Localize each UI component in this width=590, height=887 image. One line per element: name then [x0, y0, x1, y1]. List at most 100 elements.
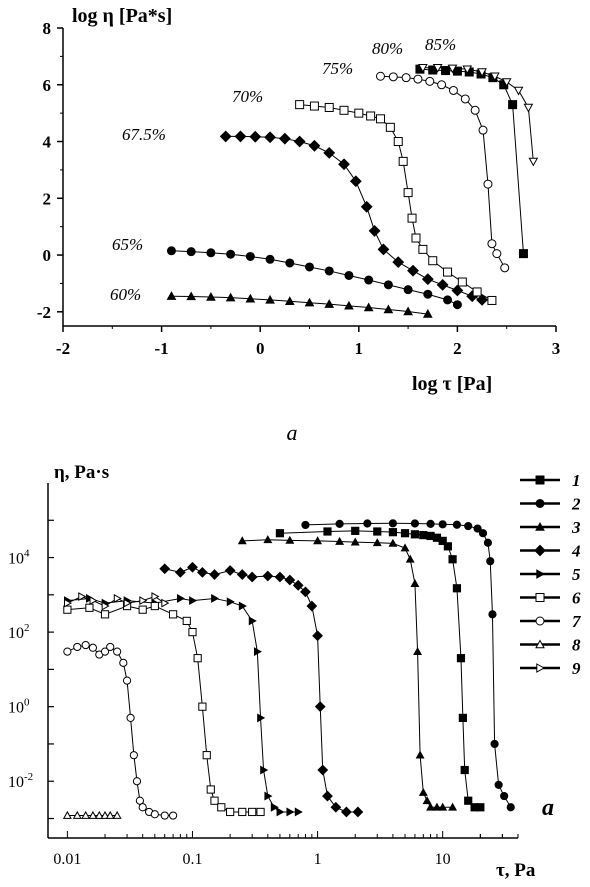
top-series-line — [419, 68, 524, 254]
bottom-data-point — [452, 520, 462, 529]
bottom-data-point — [122, 676, 132, 685]
bottom-series-line — [164, 566, 358, 813]
top-data-point — [245, 251, 255, 261]
top-data-point — [392, 256, 405, 269]
top-data-point — [166, 291, 177, 300]
bottom-data-point — [132, 777, 142, 786]
bottom-data-point — [257, 713, 266, 723]
bottom-data-point — [438, 520, 447, 529]
top-data-point — [418, 64, 428, 73]
bottom-data-point — [476, 803, 485, 812]
top-panel-label: a — [287, 420, 298, 445]
top-data-point — [518, 249, 528, 259]
top-y-tick-label: 4 — [43, 133, 52, 152]
bottom-x-label-text: τ, Pa — [496, 860, 536, 881]
top-series-annotations: 60% 65% 67.5% 70% 75% 80% 85% — [110, 35, 456, 304]
top-y-label-text: log η [Pa*s] — [72, 5, 172, 27]
bottom-data-point — [448, 555, 457, 564]
top-data-point — [304, 297, 315, 307]
legend-item-9: 9 — [520, 659, 581, 678]
bottom-data-point — [464, 521, 473, 531]
legend-item-5: 5 — [520, 565, 581, 584]
top-data-point — [206, 292, 216, 301]
top-data-point — [436, 278, 449, 291]
bottom-x-tick-label: 0.1 — [182, 851, 202, 868]
top-data-point — [483, 179, 493, 189]
top-data-point — [513, 86, 524, 96]
bottom-data-point — [372, 538, 382, 547]
bottom-data-point — [341, 806, 352, 818]
top-data-point — [403, 188, 413, 198]
top-data-point — [338, 158, 350, 171]
bottom-x-axis-label: τ, Pa — [496, 860, 536, 881]
bottom-data-point — [460, 765, 469, 775]
bottom-data-point — [150, 601, 159, 611]
bottom-data-point — [217, 803, 226, 812]
bottom-data-point — [123, 598, 132, 608]
bottom-data-point — [276, 807, 285, 817]
bottom-data-point — [301, 520, 310, 530]
bottom-data-point — [335, 536, 345, 545]
bottom-data-point — [106, 642, 115, 652]
top-data-point — [206, 248, 216, 258]
bottom-data-point — [62, 810, 72, 819]
top-data-point — [472, 287, 482, 297]
bottom-data-point — [486, 557, 495, 566]
top-data-point — [501, 78, 512, 87]
bottom-data-point — [464, 796, 473, 805]
bottom-data-point — [85, 603, 94, 612]
top-series-line — [171, 250, 458, 306]
bottom-data-point — [413, 646, 423, 655]
bottom-data-point — [248, 616, 257, 626]
top-data-point — [523, 103, 534, 113]
bottom-data-point — [373, 527, 382, 536]
top-data-point — [324, 102, 334, 112]
legend-label: 6 — [572, 589, 581, 608]
top-series-85% — [418, 64, 539, 167]
top-series-70% — [295, 100, 497, 305]
legend-marker — [535, 499, 545, 508]
bottom-data-point — [426, 802, 436, 811]
bottom-data-point — [226, 807, 235, 817]
top-data-point — [166, 246, 176, 256]
top-series-80% — [415, 64, 528, 259]
top-series-label: 67.5% — [122, 125, 166, 144]
bottom-data-point — [317, 764, 329, 776]
top-data-point — [487, 295, 497, 305]
bottom-data-point — [113, 593, 122, 603]
top-data-point — [226, 249, 236, 259]
top-data-point — [368, 225, 381, 237]
bottom-chart: η, Pa·s τ, Pa 104 102 100 10-2 0.01 0.1 1 10 1 2… — [8, 462, 582, 881]
top-y-tick-label: -2 — [37, 303, 51, 322]
top-data-point — [508, 100, 518, 110]
bottom-data-point — [151, 592, 160, 601]
legend-item-6: 6 — [520, 589, 581, 608]
legend-marker — [535, 616, 545, 626]
top-axes: -2 0 2 4 6 8 -2 -1 0 1 2 3 — [37, 19, 560, 358]
legend-marker — [534, 544, 546, 557]
top-data-point — [403, 285, 413, 295]
bottom-data-point — [443, 542, 452, 551]
bottom-data-point — [198, 702, 207, 711]
top-x-tick-label: 1 — [355, 339, 364, 358]
top-data-point — [401, 73, 411, 83]
legend-item-2: 2 — [520, 495, 581, 514]
bottom-y-tick-label: 104 — [8, 548, 30, 568]
top-series-layer — [166, 64, 539, 318]
top-data-point — [245, 293, 256, 303]
bottom-data-point — [113, 647, 122, 656]
top-data-point — [418, 244, 428, 254]
bottom-data-point — [323, 527, 332, 536]
bottom-data-point — [473, 524, 482, 533]
legend-label: 8 — [572, 636, 581, 655]
legend-marker — [536, 663, 546, 673]
bottom-data-point — [388, 528, 397, 537]
bottom-data-point — [238, 807, 247, 817]
top-data-point — [265, 254, 275, 264]
bottom-data-point — [63, 647, 72, 656]
top-data-point — [324, 299, 335, 308]
top-data-point — [285, 258, 295, 268]
bottom-y-tick-label: 100 — [8, 697, 30, 717]
top-data-point — [366, 111, 376, 121]
